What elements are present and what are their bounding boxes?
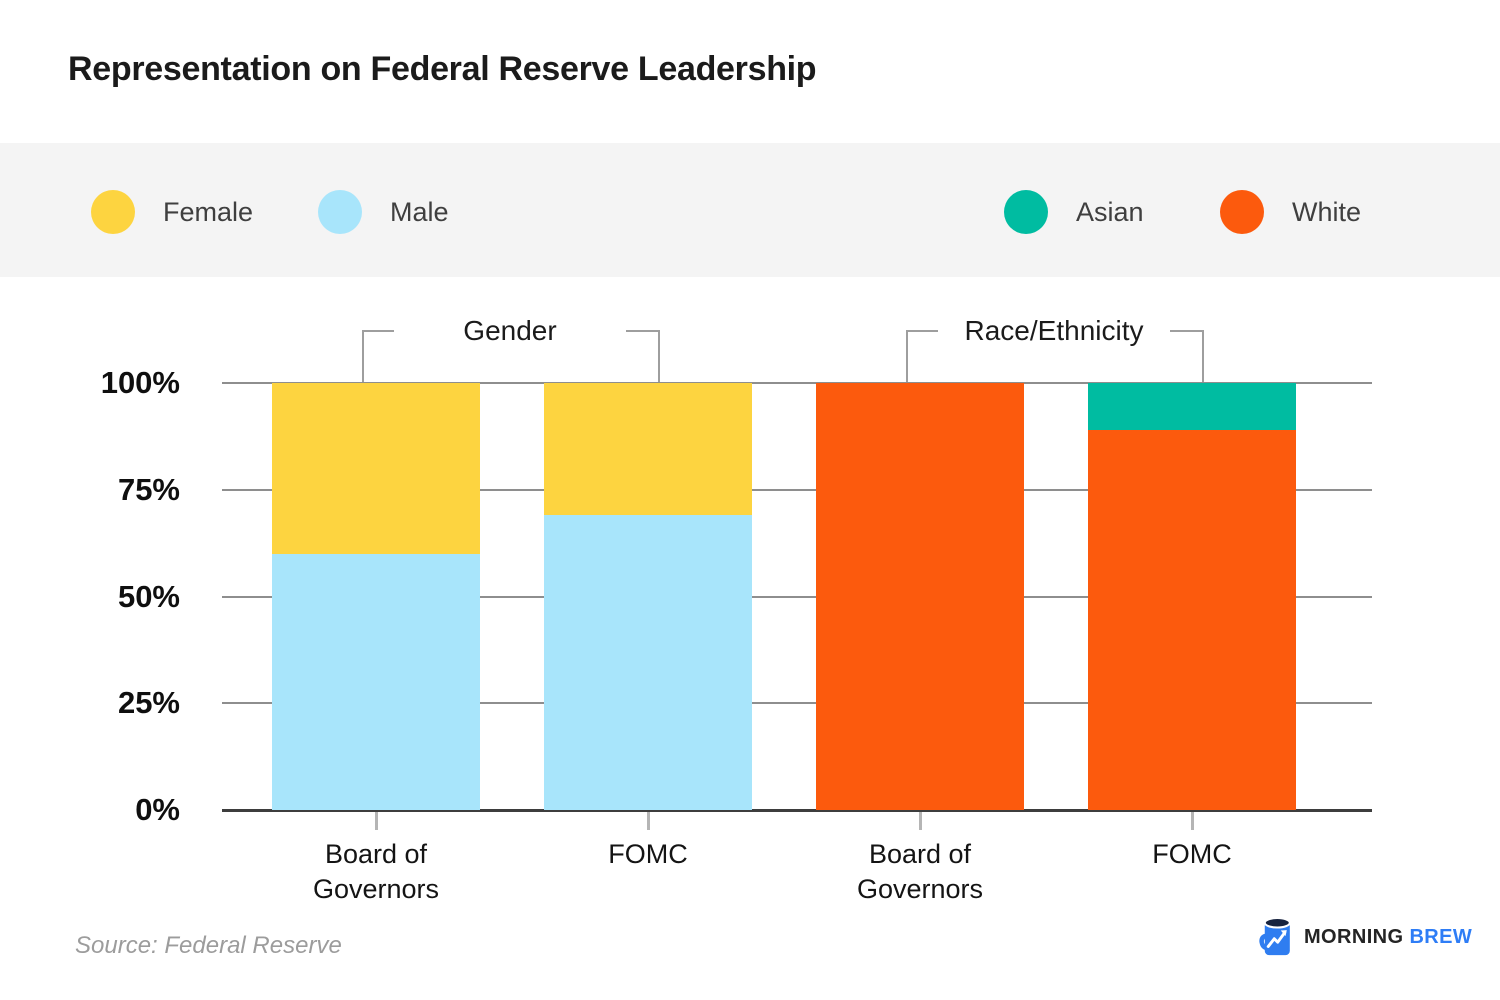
x-axis-tick (374, 812, 378, 830)
legend-item-asian: Asian (1004, 190, 1144, 234)
group-bracket-stub-race-ethnicity (1170, 330, 1202, 332)
y-axis-label-25: 25% (117, 685, 180, 721)
gridline-25 (222, 702, 1372, 705)
gridline-75 (222, 488, 1372, 491)
group-bracket-drop-race-ethnicity (906, 330, 908, 382)
chart-title: Representation on Federal Reserve Leader… (68, 50, 817, 88)
bar-segment-race-ethnicity-board-of-governors-white (816, 383, 1024, 810)
x-axis-label-fomc: FOMC (1152, 839, 1232, 869)
gridline-100 (222, 382, 1372, 384)
gridline-50 (222, 595, 1372, 598)
y-axis-label-0: 0% (135, 792, 180, 827)
x-axis-label-board-of-governors: Board of Governors (856, 839, 984, 904)
x-axis-tick (1190, 812, 1194, 830)
bar-segment-gender-board-of-governors-female (272, 383, 480, 554)
x-axis-label-board-of-governors: Board of Governors (312, 839, 440, 904)
x-axis-tick (918, 812, 922, 830)
bar-segment-gender-board-of-governors-male (272, 553, 480, 810)
legend-swatch-white (1220, 190, 1264, 234)
bar-segment-gender-fomc-male (544, 515, 752, 810)
legend-swatch-asian (1004, 190, 1048, 234)
legend-label-female: Female (163, 196, 254, 227)
x-axis-label-fomc: FOMC (608, 839, 688, 869)
brand-text-brew: BREW (1409, 925, 1473, 948)
group-label-race-ethnicity: Race/Ethnicity (964, 315, 1144, 346)
x-axis-line (222, 809, 1372, 812)
legend-label-white: White (1292, 196, 1362, 227)
bar-segment-race-ethnicity-fomc-asian (1088, 383, 1296, 430)
bar-segment-race-ethnicity-fomc-white (1088, 429, 1296, 810)
morning-brew-logo: MORNING BREW (1257, 914, 1472, 960)
legend-item-female: Female (91, 190, 253, 234)
legend-swatch-female (91, 190, 135, 234)
group-label-gender: Gender (463, 315, 557, 346)
x-axis-tick (646, 812, 650, 830)
bar-segment-gender-fomc-female (544, 383, 752, 516)
y-axis-label-100: 100% (100, 365, 180, 400)
legend-swatch-male (318, 190, 362, 234)
brand-wordmark: MORNING BREW (1304, 926, 1472, 949)
legend-band: Female Male Asian White (0, 143, 1500, 277)
group-bracket-drop-gender (658, 330, 660, 382)
y-axis-label-50: 50% (117, 578, 180, 614)
group-bracket-stub-gender (362, 330, 394, 332)
brand-text-morning: MORNING (1304, 925, 1404, 948)
legend-label-male: Male (390, 196, 449, 227)
group-bracket-drop-race-ethnicity (1202, 330, 1204, 382)
legend-label-asian: Asian (1076, 196, 1144, 227)
y-axis-label-75: 75% (117, 471, 180, 507)
source-note: Source: Federal Reserve (75, 932, 342, 959)
legend-item-white: White (1220, 190, 1361, 234)
legend-item-male: Male (318, 190, 449, 234)
mug-chart-icon (1257, 914, 1295, 960)
group-bracket-stub-gender (626, 330, 658, 332)
group-bracket-stub-race-ethnicity (906, 330, 938, 332)
group-bracket-drop-gender (362, 330, 364, 382)
